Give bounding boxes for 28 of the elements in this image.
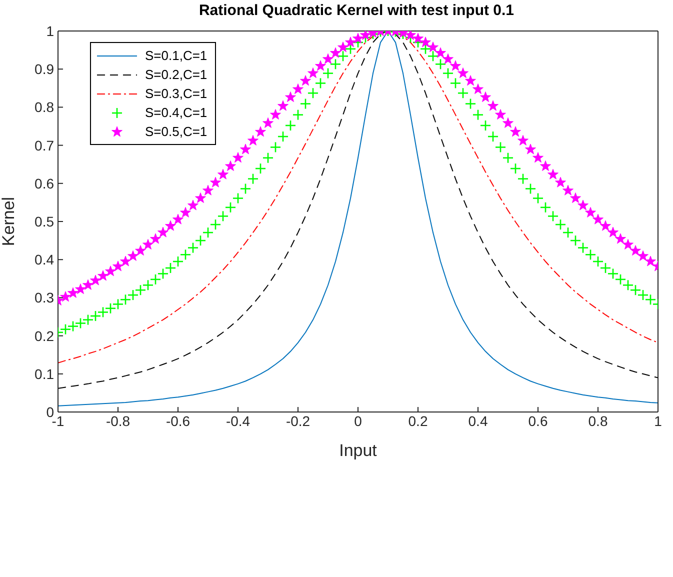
legend-label: S=0.4,C=1: [145, 105, 208, 120]
y-tick-label: 0.9: [34, 61, 54, 78]
x-tick-label: 0: [354, 412, 362, 429]
y-tick-label: 1: [46, 22, 54, 39]
x-tick-label: 1: [654, 412, 662, 429]
legend-label: S=0.5,C=1: [145, 124, 208, 139]
y-tick-label: 0.8: [34, 99, 54, 116]
legend-label: S=0.3,C=1: [145, 86, 208, 101]
x-tick-label: 0.6: [528, 412, 548, 429]
x-tick-label: 0.8: [588, 412, 608, 429]
x-tick-label: 0.4: [468, 412, 488, 429]
y-axis-title: Kernel: [0, 196, 18, 246]
y-tick-label: 0.7: [34, 137, 54, 154]
x-tick-label: -0.4: [226, 412, 250, 429]
y-tick-label: 0.2: [34, 328, 54, 344]
x-tick-label: -0.2: [286, 412, 310, 429]
y-tick-label: 0.1: [34, 366, 54, 382]
legend-label: S=0.2,C=1: [145, 67, 208, 82]
x-axis-title: Input: [339, 441, 378, 460]
y-tick-label: 0.5: [34, 213, 54, 230]
x-tick-label: -0.8: [106, 412, 130, 429]
x-tick-label: -0.6: [166, 412, 190, 429]
y-tick-label: 0.6: [34, 175, 54, 192]
legend-label: S=0.1,C=1: [145, 48, 208, 63]
chart-title: Rational Quadratic Kernel with test input 0.1: [198, 2, 516, 19]
x-tick-label: 0.2: [408, 412, 428, 429]
y-tick-label: 0.3: [34, 290, 54, 306]
y-tick-label: 0.4: [34, 252, 54, 268]
